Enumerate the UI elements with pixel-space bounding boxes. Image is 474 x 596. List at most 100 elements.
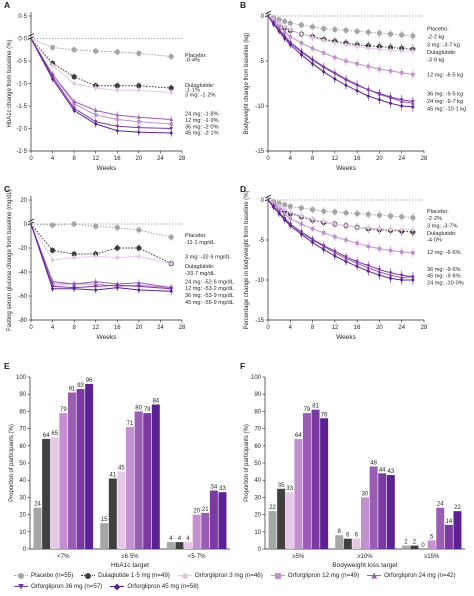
panel-d-point xyxy=(298,205,305,211)
panel-d-point xyxy=(411,251,415,255)
panel-a-point xyxy=(49,44,56,51)
panel-f-bar-label: 6 xyxy=(346,533,350,539)
panel-f-category-label: ≥15% xyxy=(424,554,440,560)
panel-a-point xyxy=(93,48,99,54)
panel-e-bar xyxy=(134,411,143,549)
panel-f-bar xyxy=(294,438,303,549)
panel-b-point xyxy=(277,29,281,34)
panel-c-point xyxy=(93,254,98,259)
legend-item: Placebo (n=55) xyxy=(14,571,73,580)
legend-label: Orforglipron 24 mg (n=42) xyxy=(384,572,456,579)
panel-a-y-tick-label: -2·5 xyxy=(16,149,27,155)
panel-d-point xyxy=(355,260,359,264)
panel-e-y-tick-label: 0 xyxy=(23,547,27,553)
panel-c-point xyxy=(71,221,77,227)
panel-f-y-label: Proportion of participants (%) xyxy=(244,424,250,502)
panel-a-point xyxy=(136,83,142,89)
panel-b-point xyxy=(388,95,393,100)
panel-a-point xyxy=(50,76,55,82)
panel-b-point xyxy=(321,65,326,70)
panel-e-bar-label: 24 xyxy=(34,502,41,508)
panel-b-point xyxy=(377,67,382,71)
panel-d-series-line xyxy=(267,199,413,278)
panel-c-point xyxy=(168,234,174,240)
panel-c-letter: C xyxy=(4,184,10,194)
panel-a-end-label: Dulaglutide: xyxy=(185,83,215,89)
panel-f-bar-label: 24 xyxy=(437,502,444,508)
panel-d-point xyxy=(321,247,326,252)
panel-c-y-tick-label: -60 xyxy=(18,294,27,300)
panel-d-series-line xyxy=(267,199,413,219)
panel-a-x-tick-label: 24 xyxy=(157,156,164,162)
panel-e-bar-label: 33 xyxy=(219,486,226,492)
panel-f-bar xyxy=(277,488,286,549)
panel-e-bar xyxy=(151,404,160,549)
panel-b-point xyxy=(366,64,371,69)
panel-d-point xyxy=(333,249,337,254)
panel-e-bar xyxy=(85,383,94,549)
panel-c-point xyxy=(137,254,141,259)
panel-c-end-label: -33·7 mg/dL xyxy=(185,271,215,277)
panel-f-bar-label: 76 xyxy=(321,412,328,418)
panel-d-end-label: 45 mg: -9·6% xyxy=(427,274,461,280)
panel-d-x-tick-label: 4 xyxy=(289,325,293,331)
panel-b-end-label: 12 mg: -6·5 kg xyxy=(427,73,463,79)
panel-a-y-tick-label: 0·5 xyxy=(18,14,27,20)
panel-a-end-label: -0·4% xyxy=(185,58,200,64)
panel-f-bar xyxy=(352,538,361,549)
panel-f-y-tick-label: 70 xyxy=(254,427,261,433)
panel-f-bar-label: 14 xyxy=(446,519,453,525)
panel-d-point xyxy=(399,277,404,283)
panel-a-end-label: 45 mg: -2·1% xyxy=(185,131,219,137)
panel-b-point xyxy=(282,36,287,41)
panel-e-y-tick-label: 20 xyxy=(19,513,26,519)
panel-e-bar xyxy=(50,437,59,549)
legend-item: Orforglipron 36 mg (n=57) xyxy=(14,582,102,591)
legend-label: Orforglipron 12 mg (n=49) xyxy=(287,572,360,579)
panel-c-y-tick-label: -20 xyxy=(18,246,27,252)
panel-b-point xyxy=(388,69,393,73)
legend-item: Orforglipron 24 mg (n=42) xyxy=(367,571,456,580)
panel-c-x-tick-label: 28 xyxy=(179,325,186,331)
panel-e-bar-label: 96 xyxy=(86,378,93,384)
panel-b-y-tick-label: 0 xyxy=(261,14,265,20)
panel-a-end-label: 12 mg: -1·9% xyxy=(185,118,219,124)
panel-b-point xyxy=(333,41,337,45)
panel-f-bar xyxy=(343,538,352,549)
panel-f-bar xyxy=(436,507,445,549)
panel-d-point xyxy=(271,205,276,210)
panel-a-point xyxy=(115,124,120,129)
panel-d-point xyxy=(366,264,371,268)
panel-a-axis-break xyxy=(27,33,35,40)
panel-a-point xyxy=(93,108,98,112)
panel-b-point xyxy=(282,30,287,34)
panel-e-bar-label: 79 xyxy=(60,407,67,413)
panel-d-point xyxy=(354,211,360,217)
panel-d-point xyxy=(344,223,348,228)
panel-b-point xyxy=(321,51,326,55)
panel-a-point xyxy=(137,126,141,130)
panel-f-bar-label: 35 xyxy=(278,483,285,489)
panel-c-point xyxy=(136,245,142,251)
panel-b-x-tick-label: 12 xyxy=(332,156,339,162)
panel-b-point xyxy=(310,46,315,51)
panel-c-point xyxy=(93,287,98,293)
panel-d-series-line xyxy=(267,199,413,254)
panel-a-point xyxy=(137,129,141,135)
panel-c-x-tick-label: 0 xyxy=(29,325,33,331)
legend-swatch xyxy=(14,583,28,591)
panel-b-series-line xyxy=(267,15,413,75)
panel-f-bar-label: 22 xyxy=(269,505,276,511)
panel-b-series-line xyxy=(267,15,413,108)
panel-b-axis-break xyxy=(264,10,272,18)
panel-b-series-line xyxy=(267,15,413,104)
panel-e-bar xyxy=(184,542,193,549)
panel-e-bar-label: 15 xyxy=(101,517,108,523)
panel-c-point xyxy=(72,255,76,260)
panel-d-point xyxy=(310,240,315,245)
panel-b-point xyxy=(399,103,404,109)
legend-label: Placebo (n=55) xyxy=(31,572,74,579)
panel-c-y-tick-label: 0 xyxy=(24,222,28,228)
panel-d-point xyxy=(288,223,293,228)
